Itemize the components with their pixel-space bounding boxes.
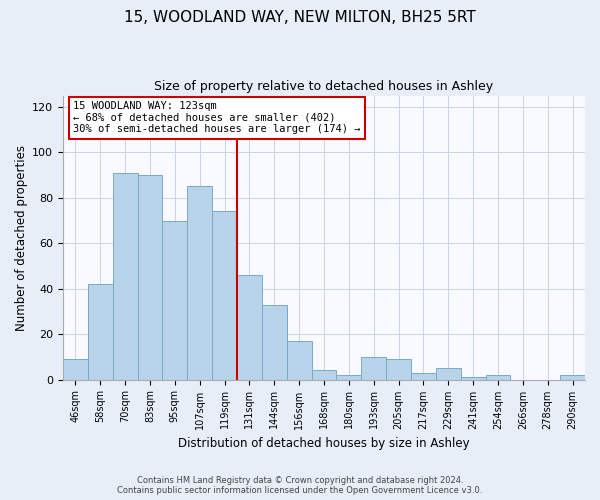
Bar: [436, 368, 461, 380]
Text: Contains HM Land Registry data © Crown copyright and database right 2024.
Contai: Contains HM Land Registry data © Crown c…: [118, 476, 482, 495]
Bar: [113, 173, 137, 380]
Bar: [63, 359, 88, 380]
Bar: [411, 373, 436, 380]
Bar: [187, 186, 212, 380]
Bar: [262, 304, 287, 380]
Bar: [237, 275, 262, 380]
Bar: [137, 175, 163, 380]
Y-axis label: Number of detached properties: Number of detached properties: [15, 144, 28, 330]
Bar: [485, 375, 511, 380]
Bar: [88, 284, 113, 380]
Text: 15 WOODLAND WAY: 123sqm
← 68% of detached houses are smaller (402)
30% of semi-d: 15 WOODLAND WAY: 123sqm ← 68% of detache…: [73, 101, 361, 134]
Bar: [287, 341, 311, 380]
Title: Size of property relative to detached houses in Ashley: Size of property relative to detached ho…: [154, 80, 494, 93]
Bar: [311, 370, 337, 380]
Bar: [212, 212, 237, 380]
Bar: [163, 220, 187, 380]
Text: 15, WOODLAND WAY, NEW MILTON, BH25 5RT: 15, WOODLAND WAY, NEW MILTON, BH25 5RT: [124, 10, 476, 25]
Bar: [386, 359, 411, 380]
Bar: [361, 357, 386, 380]
Bar: [337, 375, 361, 380]
Bar: [560, 375, 585, 380]
X-axis label: Distribution of detached houses by size in Ashley: Distribution of detached houses by size …: [178, 437, 470, 450]
Bar: [461, 378, 485, 380]
